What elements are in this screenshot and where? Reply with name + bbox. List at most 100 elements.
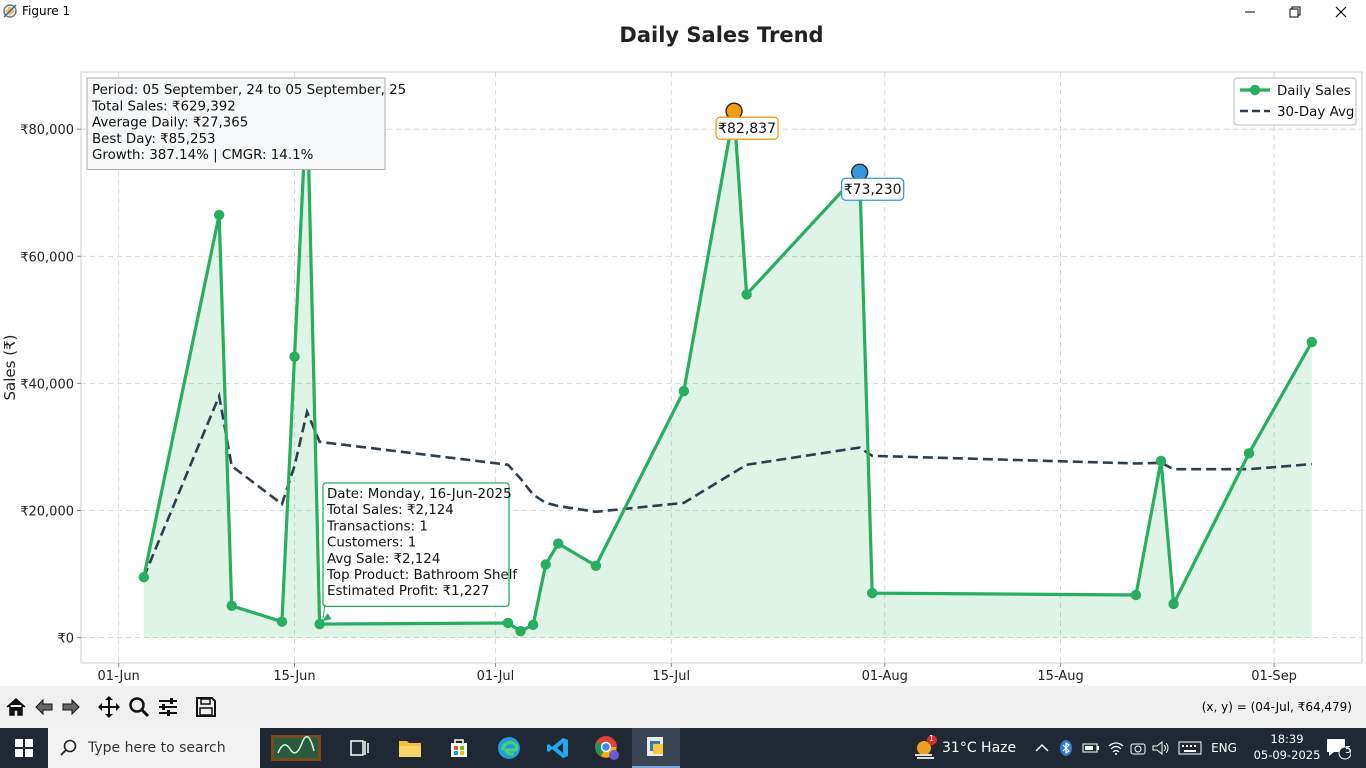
- save-icon: [196, 697, 216, 717]
- summary-box-bg: [86, 77, 386, 170]
- daily-sales-point: [741, 289, 752, 300]
- daily-sales-point: [540, 559, 551, 570]
- daily-sales-point: [1130, 589, 1142, 601]
- tooltip-line: Date: Monday, 16-Jun-2025: [327, 487, 512, 502]
- weather-haze-icon: [915, 735, 937, 759]
- clock[interactable]: 18:39 05-09-2025: [1252, 731, 1322, 763]
- configure-icon: [159, 698, 177, 716]
- x-tick-label: 15-Jul: [652, 669, 690, 684]
- restore-icon: [1289, 6, 1301, 18]
- daily-sales-point: [138, 572, 149, 583]
- y-axis-label: Sales (₹): [1, 335, 19, 401]
- figure-canvas[interactable]: Daily Sales Trend ₹0 ₹20,000 ₹40,000 ₹60,000…: [0, 24, 1366, 686]
- matplotlib-app-icon: [2, 3, 18, 19]
- x-tick-label: 01-Aug: [862, 669, 908, 684]
- back-button[interactable]: [30, 693, 58, 721]
- bluetooth-tray-button[interactable]: [1056, 728, 1076, 768]
- close-button[interactable]: [1318, 0, 1364, 24]
- forward-button[interactable]: [57, 693, 85, 721]
- y-tick-label: ₹40,000: [20, 377, 74, 392]
- y-tick-label: ₹0: [57, 632, 74, 647]
- vscode-icon: [547, 738, 568, 758]
- taskbar-search-box[interactable]: Type here to search: [48, 728, 260, 768]
- daily-sales-point: [527, 619, 539, 631]
- daily-sales-point: [515, 626, 526, 637]
- chevron-up-icon: [1035, 743, 1049, 752]
- daily-sales-point: [1306, 336, 1317, 348]
- notification-icon: [1327, 739, 1351, 760]
- show-hidden-icons-button[interactable]: [1032, 728, 1052, 768]
- back-icon: [35, 698, 53, 716]
- highlight-label-box: ₹82,837: [715, 116, 779, 140]
- highlight-label-bg: [840, 177, 905, 201]
- pan-button[interactable]: [95, 693, 123, 721]
- chalkboard-icon: [271, 735, 321, 761]
- daily-sales-point: [1243, 448, 1255, 459]
- store-icon: [451, 739, 467, 757]
- touch-keyboard-button[interactable]: [1176, 728, 1204, 768]
- summary-box: Period: 05 September, 24 to 05 September…: [86, 77, 406, 170]
- minimize-icon: [1245, 11, 1255, 13]
- windows-logo-icon: [15, 739, 33, 757]
- taskbar: Type here to search 1 31°C Haze: [0, 728, 1366, 768]
- daily-sales-point: [867, 587, 878, 599]
- daily-sales-point: [314, 618, 325, 630]
- home-button[interactable]: [2, 693, 30, 721]
- legend-label-avg: 30-Day Avg: [1277, 105, 1354, 120]
- chrome-button[interactable]: [583, 728, 631, 768]
- window-titlebar: Figure 1: [0, 0, 1366, 24]
- daily-sales-point: [1168, 598, 1179, 610]
- daily-sales-point: [226, 600, 237, 612]
- search-placeholder: Type here to search: [88, 740, 226, 756]
- legend-label-daily: Daily Sales: [1277, 84, 1351, 99]
- x-tick-label: 01-Sep: [1251, 669, 1297, 684]
- daily-sales-point: [289, 351, 300, 362]
- python-figure-icon: [647, 737, 663, 756]
- microsoft-store-button[interactable]: [435, 728, 483, 768]
- summary-box-line: Best Day: ₹85,253: [92, 132, 216, 147]
- tooltip-arrow: [322, 604, 326, 622]
- zoom-icon: [129, 697, 150, 718]
- legend-marker-daily: [1249, 84, 1261, 96]
- weather-text: 31°C Haze: [942, 740, 1017, 756]
- start-button[interactable]: [0, 728, 48, 768]
- summary-box-line: Total Sales: ₹629,392: [91, 99, 236, 114]
- clock-time: 18:39: [1270, 732, 1304, 746]
- daily-sales-point: [1155, 455, 1167, 467]
- task-view-button[interactable]: [336, 728, 384, 768]
- notification-center-button[interactable]: 5: [1318, 728, 1358, 768]
- restore-button[interactable]: [1272, 0, 1318, 24]
- highlight-label: ₹82,837: [718, 121, 776, 137]
- chart-title: Daily Sales Trend: [619, 24, 823, 47]
- vscode-button[interactable]: [534, 728, 582, 768]
- camera-tray-button[interactable]: [1128, 728, 1148, 768]
- input-language-button[interactable]: ENG: [1211, 741, 1237, 755]
- daily-sales-point: [213, 209, 225, 221]
- configure-subplots-button[interactable]: [154, 693, 182, 721]
- tooltip-bg: [322, 482, 510, 608]
- speaker-icon: [1152, 741, 1169, 755]
- save-button[interactable]: [192, 693, 220, 721]
- summary-box-line: Average Daily: ₹27,365: [92, 116, 248, 131]
- x-tick-label: 01-Jun: [98, 669, 140, 684]
- minimize-button[interactable]: [1227, 0, 1273, 24]
- taskbar-widget-chalkboard[interactable]: [266, 728, 326, 768]
- daily-sales-area: [143, 95, 1312, 638]
- x-tick-label: 15-Aug: [1037, 669, 1083, 684]
- tooltip-line: Transactions: 1: [326, 519, 428, 534]
- legend: Daily Sales 30-Day Avg: [1233, 77, 1357, 126]
- network-tray-button[interactable]: [1106, 728, 1126, 768]
- file-explorer-button[interactable]: [386, 728, 434, 768]
- pan-icon: [98, 696, 120, 718]
- daily-sales-point: [276, 616, 288, 627]
- summary-box-line: Period: 05 September, 24 to 05 September…: [92, 83, 406, 98]
- edge-browser-button[interactable]: [485, 728, 533, 768]
- window-title: Figure 1: [22, 4, 71, 18]
- camera-icon: [1130, 743, 1146, 755]
- zoom-button[interactable]: [125, 693, 153, 721]
- battery-tray-button[interactable]: [1080, 728, 1102, 768]
- python-figure-button[interactable]: [632, 728, 680, 768]
- search-icon: [60, 739, 77, 756]
- volume-tray-button[interactable]: [1150, 728, 1172, 768]
- weather-widget[interactable]: 1: [910, 728, 940, 768]
